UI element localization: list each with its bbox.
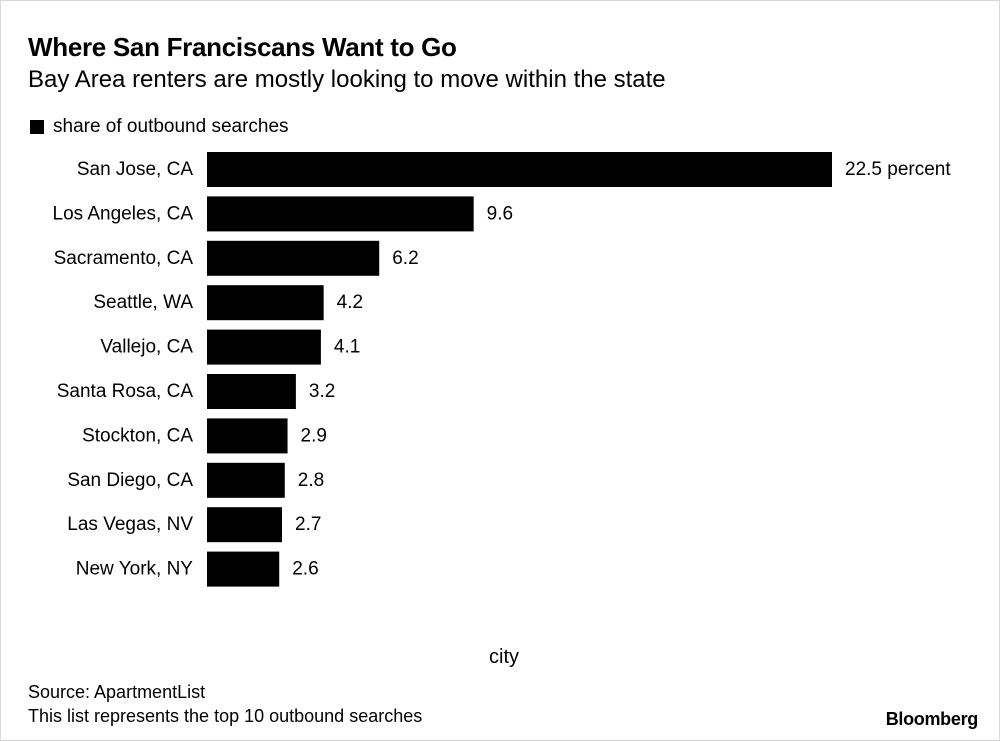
category-label: New York, NY — [76, 559, 194, 580]
category-label: Las Vegas, NV — [67, 514, 193, 535]
x-axis-label: city — [489, 646, 519, 668]
bar — [207, 285, 324, 321]
category-label: San Jose, CA — [77, 159, 193, 180]
value-label: 2.7 — [295, 514, 321, 535]
value-label: 3.2 — [309, 381, 335, 402]
value-label: 2.8 — [298, 470, 324, 491]
bar — [207, 507, 282, 543]
bar — [207, 196, 474, 232]
legend-swatch — [30, 120, 44, 134]
value-label: 4.1 — [334, 337, 360, 358]
category-label: San Diego, CA — [67, 470, 193, 491]
legend: share of outbound searches — [30, 116, 289, 138]
category-label: Los Angeles, CA — [53, 203, 194, 224]
value-label: 4.2 — [337, 292, 363, 313]
source-note: Source: ApartmentList — [28, 682, 206, 702]
value-label: 2.9 — [301, 425, 327, 446]
bar — [207, 551, 280, 587]
value-label: 2.6 — [292, 559, 318, 580]
footnote: This list represents the top 10 outbound… — [28, 706, 423, 726]
category-label: Vallejo, CA — [100, 337, 193, 358]
bar — [207, 152, 832, 187]
bar — [207, 462, 285, 498]
value-label: 6.2 — [392, 248, 418, 269]
chart-title: Where San Franciscans Want to Go — [28, 32, 457, 62]
value-label: 22.5 percent — [845, 159, 951, 180]
bar — [207, 374, 296, 409]
bar — [207, 329, 321, 365]
category-label: Sacramento, CA — [54, 248, 194, 269]
chart-subtitle: Bay Area renters are mostly looking to m… — [28, 66, 666, 93]
legend-label: share of outbound searches — [53, 116, 289, 137]
bar — [207, 418, 288, 454]
bar — [207, 240, 380, 276]
category-label: Santa Rosa, CA — [57, 381, 194, 402]
category-label: Seattle, WA — [93, 292, 193, 313]
bloomberg-logo: Bloomberg — [885, 709, 979, 729]
category-label: Stockton, CA — [82, 425, 193, 446]
value-label: 9.6 — [487, 203, 513, 224]
